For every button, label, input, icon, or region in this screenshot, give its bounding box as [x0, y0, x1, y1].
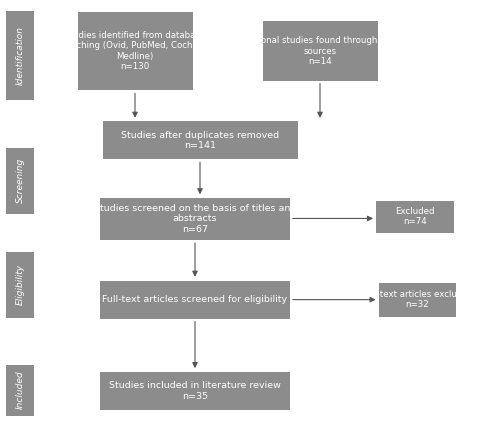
- FancyBboxPatch shape: [6, 148, 34, 214]
- FancyBboxPatch shape: [100, 372, 290, 410]
- FancyBboxPatch shape: [6, 365, 34, 416]
- Text: Studies included in literature review
n=35: Studies included in literature review n=…: [109, 381, 281, 401]
- Text: Full-text articles excluded
n=32: Full-text articles excluded n=32: [362, 290, 473, 309]
- FancyBboxPatch shape: [100, 280, 290, 319]
- FancyBboxPatch shape: [262, 21, 378, 81]
- Text: Studies identified from database
searching (Ovid, PubMed, Cochrane
Medline)
n=13: Studies identified from database searchi…: [58, 31, 212, 71]
- FancyBboxPatch shape: [102, 121, 298, 159]
- FancyBboxPatch shape: [379, 283, 456, 317]
- Text: Included: Included: [16, 371, 24, 409]
- Text: Additional studies found through other
sources
n=14: Additional studies found through other s…: [236, 36, 404, 66]
- Text: Eligibility: Eligibility: [16, 264, 24, 305]
- Text: Excluded
n=74: Excluded n=74: [395, 207, 435, 227]
- FancyBboxPatch shape: [6, 252, 34, 318]
- Text: Studies screened on the basis of titles and
abstracts
n=67: Studies screened on the basis of titles …: [94, 204, 296, 234]
- FancyBboxPatch shape: [6, 11, 34, 100]
- FancyBboxPatch shape: [376, 201, 454, 233]
- Text: Screening: Screening: [16, 158, 24, 203]
- Text: Identification: Identification: [16, 26, 24, 85]
- FancyBboxPatch shape: [78, 12, 192, 91]
- Text: Studies after duplicates removed
n=141: Studies after duplicates removed n=141: [121, 130, 279, 150]
- Text: Full-text articles screened for eligibility: Full-text articles screened for eligibil…: [102, 295, 288, 304]
- FancyBboxPatch shape: [100, 198, 290, 240]
